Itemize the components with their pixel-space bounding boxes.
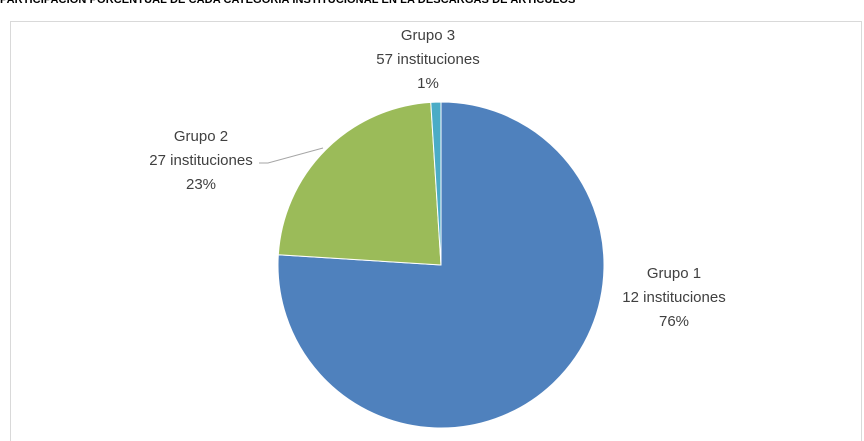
leader-line-grupo-2 [259, 147, 324, 164]
chart-area [10, 21, 862, 441]
pie-slice-grupo-2 [277, 101, 442, 266]
data-label-grupo-1: Grupo 1 12 instituciones 76% [622, 265, 725, 330]
chart-title: PARTICIPACIÓN PORCENTUAL DE CADA CATEGOR… [0, 0, 576, 6]
pie-slice-grupo-3 [430, 101, 442, 266]
data-label-grupo-3: Grupo 3 57 instituciones 1% [376, 27, 479, 92]
pie-slices [277, 101, 605, 429]
data-labels: Grupo 1 12 instituciones 76% Grupo 2 27 inst… [149, 27, 725, 330]
pie-slice-grupo-1 [277, 101, 605, 429]
data-label-grupo-2: Grupo 2 27 instituciones 23% [149, 128, 252, 193]
leader-lines [259, 147, 324, 164]
